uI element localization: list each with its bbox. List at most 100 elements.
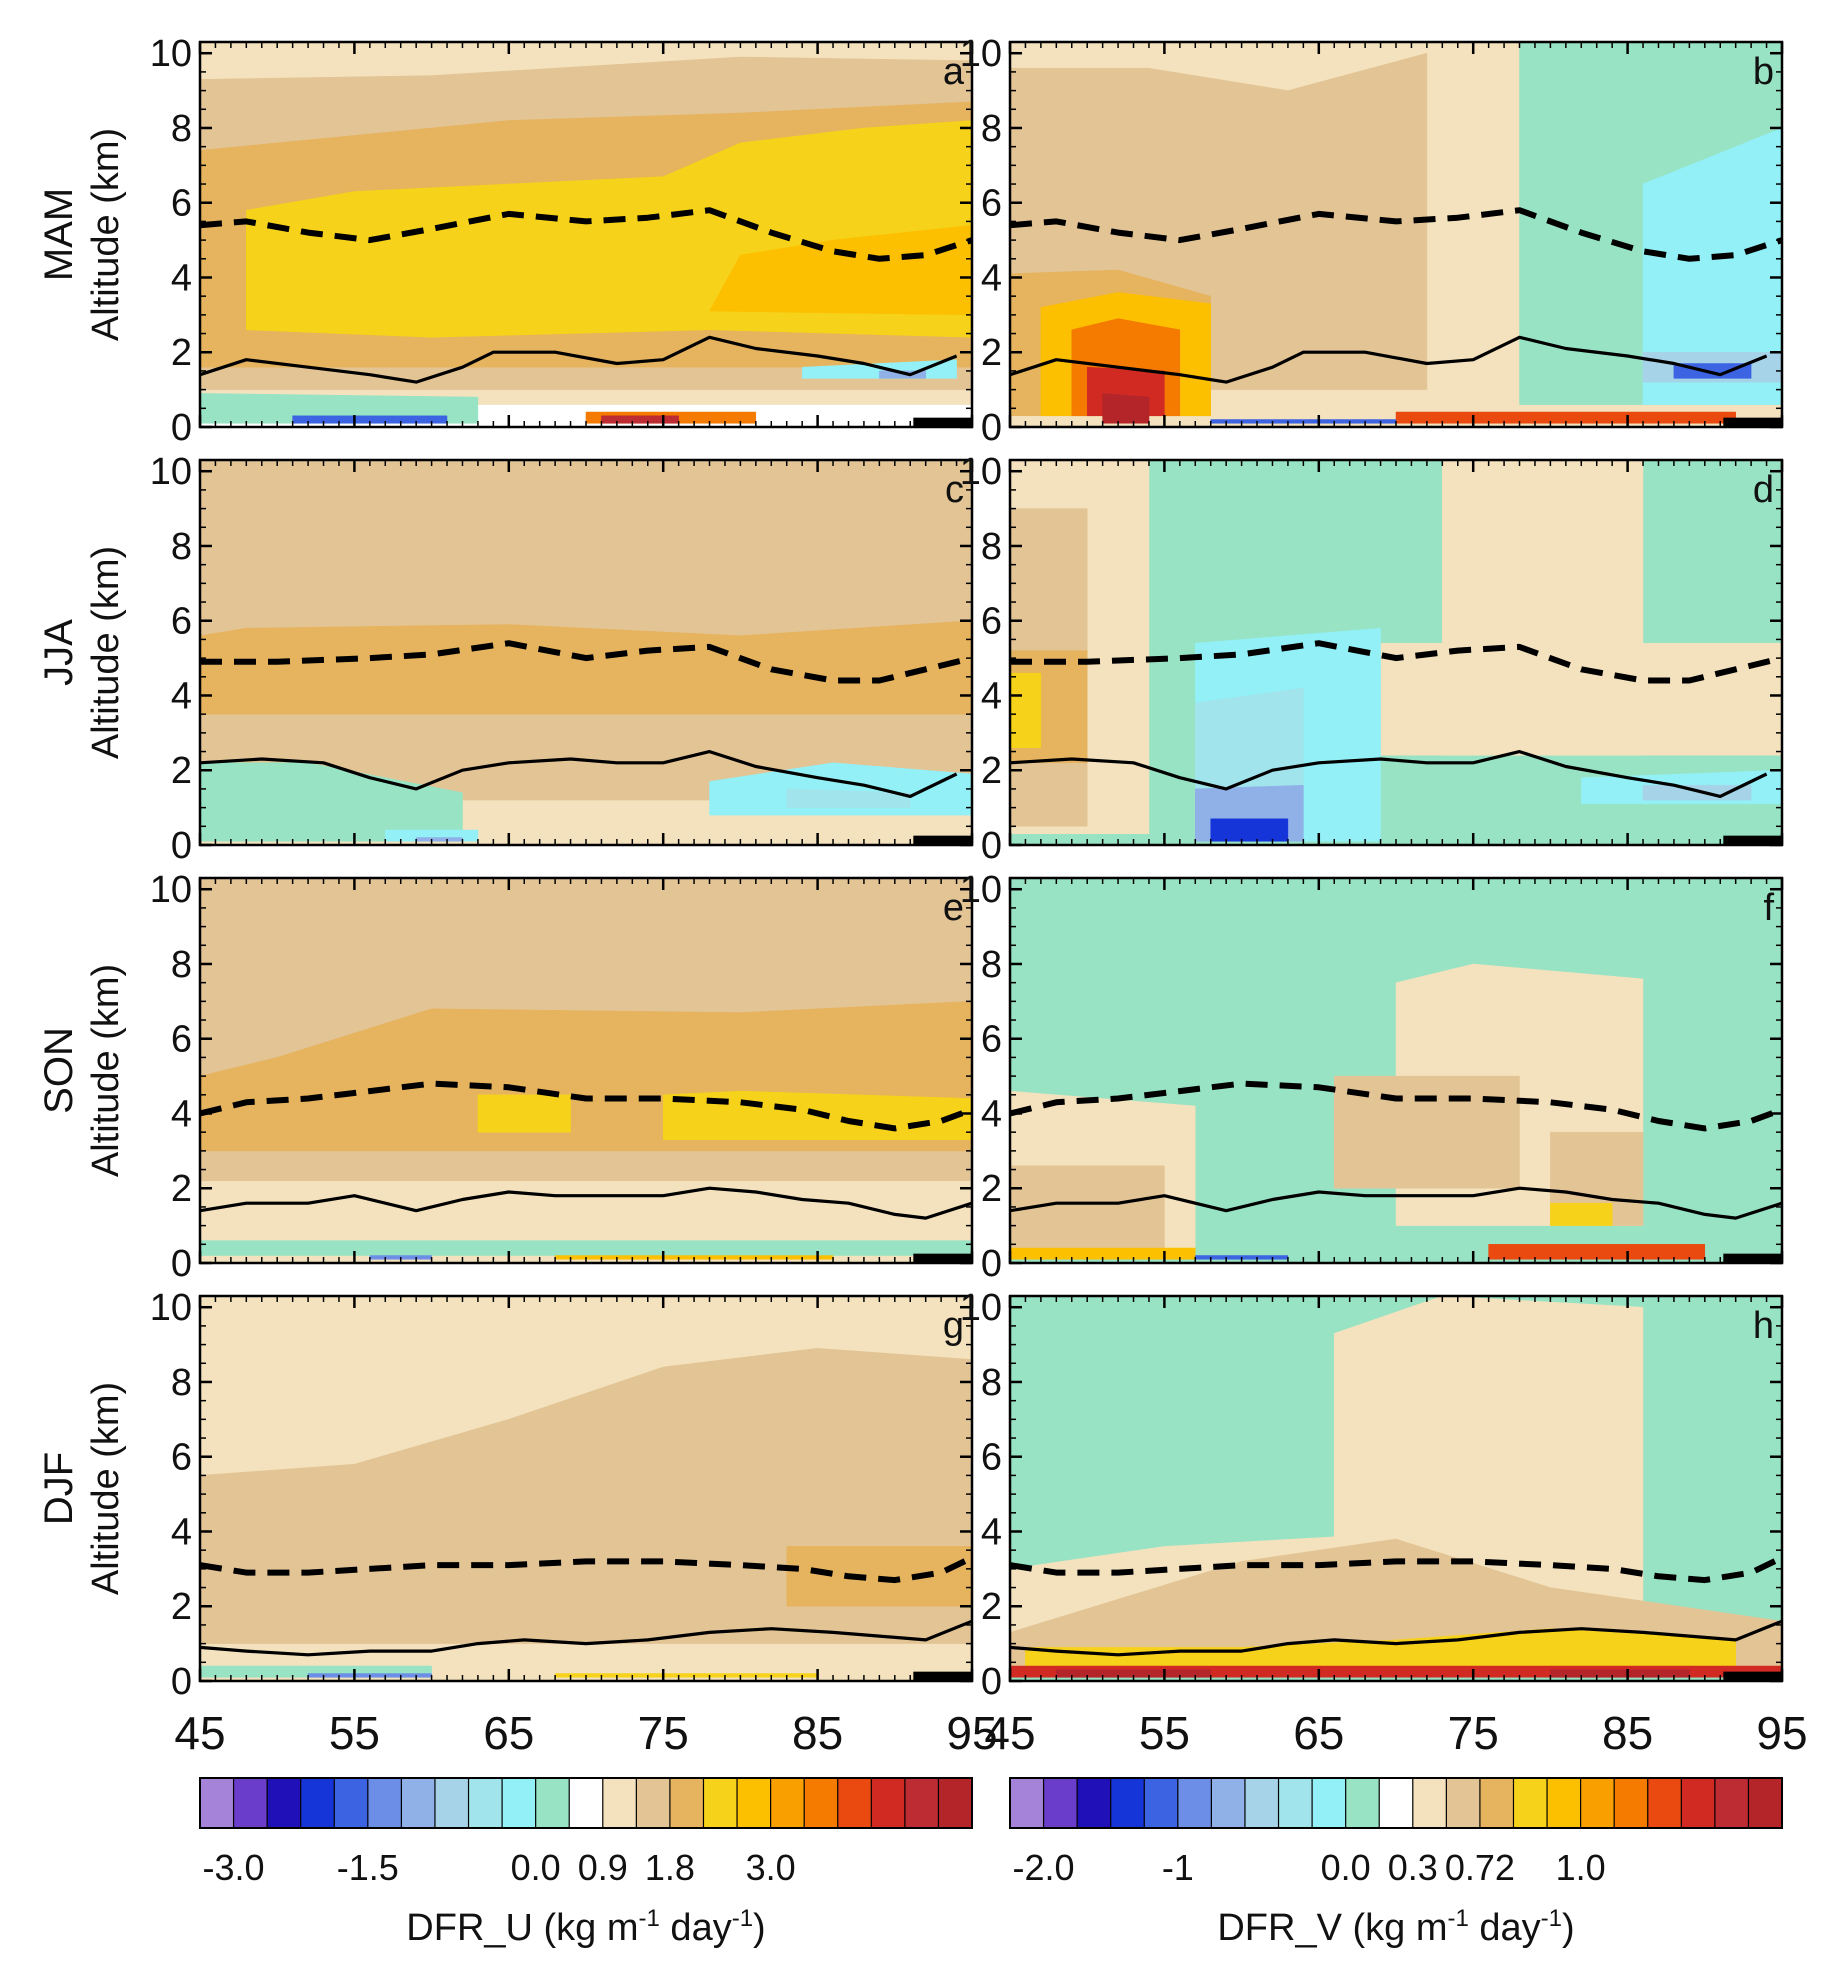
colorbar-swatch bbox=[804, 1778, 839, 1828]
panel-d-region bbox=[1364, 642, 1782, 756]
panel-e-dashed-line bbox=[200, 1080, 972, 1132]
y-tick-label: 8 bbox=[981, 526, 1002, 568]
panel-a-region bbox=[292, 415, 448, 424]
panel-g-field bbox=[200, 1296, 972, 1681]
colorbar-tick-label: 1.0 bbox=[1556, 1847, 1606, 1888]
y-axis-label: Altitude (km) bbox=[85, 546, 127, 759]
panel-letter: h bbox=[1753, 1305, 1774, 1347]
panel-c-solid-line bbox=[200, 749, 958, 799]
colorbar-swatch bbox=[1714, 1778, 1750, 1828]
panel-a-field bbox=[200, 42, 972, 427]
colorbar-swatch bbox=[1748, 1778, 1783, 1828]
panel-f bbox=[1008, 876, 1784, 1265]
panel-b-dashed-line bbox=[1010, 207, 1782, 262]
colorbar-swatch bbox=[669, 1778, 705, 1828]
panel-a-solid-line bbox=[200, 335, 958, 384]
colorbar-swatch bbox=[1177, 1778, 1212, 1828]
y-tick-label: 10 bbox=[960, 1287, 1002, 1329]
x-tick-label: 65 bbox=[1293, 1707, 1344, 1759]
panel-a-dashed-line bbox=[200, 207, 972, 262]
panel-g-region bbox=[554, 1673, 818, 1678]
panel-b-region bbox=[1642, 127, 1782, 405]
panel-d-region bbox=[1010, 672, 1042, 749]
panel-letter: a bbox=[943, 51, 965, 93]
colorbar-swatch bbox=[1144, 1778, 1179, 1828]
panel-h-mask bbox=[1723, 1671, 1782, 1681]
panel-a-region bbox=[709, 224, 972, 316]
colorbar-tick-label: 0.0 bbox=[511, 1847, 561, 1888]
panel-d bbox=[1008, 458, 1784, 847]
panel-letter: b bbox=[1753, 51, 1774, 93]
y-tick-label: 10 bbox=[150, 33, 192, 75]
panel-c-field bbox=[200, 460, 972, 845]
panel-h-region bbox=[1025, 1628, 1736, 1671]
panel-g-solid-line bbox=[200, 1619, 972, 1657]
panel-a-mask bbox=[913, 417, 972, 427]
colorbar-swatch bbox=[300, 1778, 335, 1828]
x-tick-label: 95 bbox=[946, 1707, 997, 1759]
colorbar-tick-label: -3.0 bbox=[203, 1847, 265, 1888]
x-tick-label: 75 bbox=[638, 1707, 689, 1759]
panel-c-region bbox=[786, 788, 911, 808]
colorbar-swatch bbox=[1547, 1778, 1582, 1828]
colorbar-swatch bbox=[1479, 1778, 1515, 1828]
colorbar-tick-label: 0.3 bbox=[1388, 1847, 1438, 1888]
y-tick-label: 6 bbox=[171, 1437, 192, 1479]
y-tick-label: 6 bbox=[981, 1019, 1002, 1061]
colorbar-tick-label: 0.0 bbox=[1321, 1847, 1371, 1888]
y-tick-label: 8 bbox=[171, 108, 192, 150]
y-tick-label: 4 bbox=[171, 1511, 192, 1553]
panel-g bbox=[198, 1294, 974, 1683]
colorbar-swatch bbox=[1345, 1778, 1380, 1828]
colorbar-swatch bbox=[1010, 1778, 1045, 1828]
colorbar-swatch bbox=[502, 1778, 537, 1828]
colorbar-swatch bbox=[938, 1778, 973, 1828]
y-tick-label: 4 bbox=[171, 257, 192, 299]
y-tick-label: 10 bbox=[960, 33, 1002, 75]
y-tick-label: 4 bbox=[981, 1093, 1002, 1135]
colorbar-swatch bbox=[569, 1778, 604, 1828]
colorbar-swatch bbox=[233, 1778, 268, 1828]
y-tick-label: 2 bbox=[981, 1586, 1002, 1628]
y-tick-label: 2 bbox=[981, 332, 1002, 374]
colorbar-swatch bbox=[334, 1778, 369, 1828]
season-label: MAM bbox=[37, 188, 81, 281]
colorbar-swatch bbox=[770, 1778, 805, 1828]
y-tick-label: 2 bbox=[171, 1168, 192, 1210]
panel-d-region bbox=[1210, 818, 1289, 842]
y-tick-label: 0 bbox=[981, 825, 1002, 867]
panel-c-region bbox=[200, 620, 972, 715]
y-tick-label: 4 bbox=[171, 675, 192, 717]
colorbar-swatch bbox=[1513, 1778, 1548, 1828]
y-tick-label: 10 bbox=[960, 451, 1002, 493]
x-tick-label: 55 bbox=[329, 1707, 380, 1759]
y-tick-label: 0 bbox=[981, 1661, 1002, 1703]
colorbar-swatch bbox=[367, 1778, 402, 1828]
colorbar-tick-label: -1.5 bbox=[337, 1847, 399, 1888]
y-tick-label: 6 bbox=[171, 183, 192, 225]
panel-h-dashed-line bbox=[1010, 1554, 1782, 1584]
y-axis-label: Altitude (km) bbox=[85, 128, 127, 341]
colorbar-swatch bbox=[636, 1778, 671, 1828]
panel-f-field bbox=[1010, 878, 1782, 1263]
panel-b bbox=[1008, 40, 1784, 429]
colorbar-tick-label: 0.72 bbox=[1445, 1847, 1515, 1888]
y-tick-label: 10 bbox=[150, 869, 192, 911]
y-tick-label: 8 bbox=[981, 108, 1002, 150]
y-tick-label: 8 bbox=[981, 1362, 1002, 1404]
panel-h-solid-line bbox=[1010, 1619, 1782, 1657]
y-tick-label: 0 bbox=[171, 1243, 192, 1285]
y-tick-label: 4 bbox=[981, 675, 1002, 717]
y-tick-label: 6 bbox=[981, 1437, 1002, 1479]
colorbar-swatch bbox=[401, 1778, 436, 1828]
panel-f-region bbox=[1550, 1202, 1613, 1226]
panel-d-dashed-line bbox=[1010, 640, 1782, 684]
y-tick-label: 8 bbox=[171, 944, 192, 986]
y-tick-label: 2 bbox=[981, 750, 1002, 792]
panel-e-region bbox=[477, 1094, 571, 1133]
y-tick-label: 6 bbox=[981, 601, 1002, 643]
colorbar-swatch bbox=[1110, 1778, 1145, 1828]
colorbar-swatch bbox=[871, 1778, 906, 1828]
x-tick-label: 45 bbox=[174, 1707, 225, 1759]
y-tick-label: 2 bbox=[171, 1586, 192, 1628]
